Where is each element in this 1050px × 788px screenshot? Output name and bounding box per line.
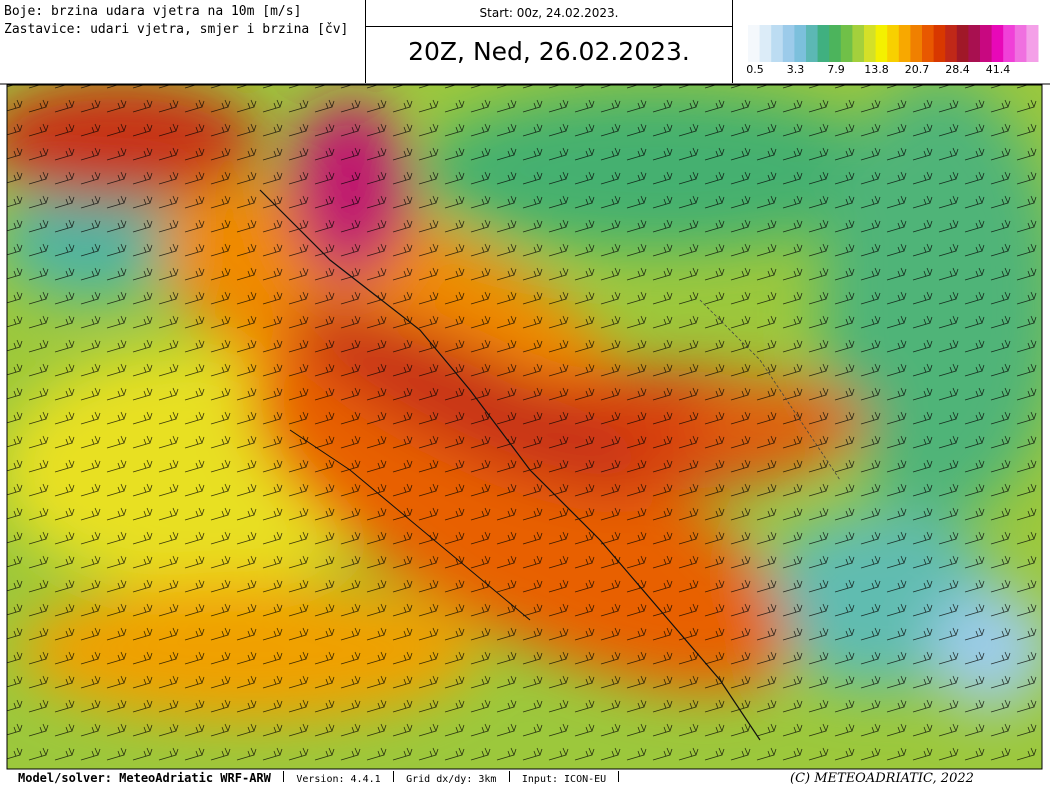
legend-colors: Boje: brzina udara vjetra na 10m [m/s] [4, 4, 302, 19]
footer-model: Model/solver: MeteoAdriatic WRF-ARW [18, 771, 271, 785]
copyright: (C) METEOADRIATIC, 2022 [790, 771, 974, 786]
colorbar-tick-label: 7.9 [827, 63, 845, 76]
colorbar-swatch [875, 25, 888, 62]
title-box: Start: 00z, 24.02.2023. 20Z, Ned, 26.02.… [365, 0, 733, 83]
colorbar-swatch [864, 25, 877, 62]
colorbar-swatch [933, 25, 946, 62]
colorbar-swatch [1014, 25, 1027, 62]
footer-grid: Grid dx/dy: 3km [406, 774, 497, 785]
footer-input: Input: ICON-EU [521, 774, 607, 785]
start-time: Start: 00z, 24.02.2023. [479, 6, 619, 20]
map [0, 83, 1050, 770]
separator [508, 771, 510, 782]
colorbar-swatch [991, 25, 1004, 62]
colorbar-swatch [922, 25, 935, 62]
colorbar-tick-label: 20.7 [905, 63, 930, 76]
wind-field [7, 85, 1042, 769]
colorbar-swatch [794, 25, 807, 62]
colorbar-swatch [817, 25, 830, 62]
colorbar-swatch [759, 25, 772, 62]
separator [283, 771, 285, 782]
colorbar-swatch [771, 25, 784, 62]
colorbar-swatch [852, 25, 865, 62]
colorbar: 0.5 3.3 7.9 13.8 20.7 28.4 41.4 [746, 25, 1039, 76]
colorbar-swatch [945, 25, 958, 62]
footer-version: Version: 4.4.1 [296, 774, 381, 785]
colorbar-swatch [1026, 25, 1039, 62]
colorbar-tick-label: 0.5 [746, 63, 764, 76]
separator [618, 771, 620, 782]
colorbar-swatch [782, 25, 795, 62]
colorbar-swatch [980, 25, 993, 62]
legend-text: Boje: brzina udara vjetra na 10m [m/s] Z… [4, 3, 348, 39]
colorbar-swatch [887, 25, 900, 62]
separator [392, 771, 394, 782]
colorbar-tick-label: 13.8 [864, 63, 889, 76]
colorbar-tick-label: 41.4 [986, 63, 1011, 76]
colorbar-swatch [806, 25, 819, 62]
colorbar-tick-label: 3.3 [787, 63, 805, 76]
colorbar-swatch [956, 25, 969, 62]
forecast-time: 20Z, Ned, 26.02.2023. [366, 26, 732, 66]
colorbar-swatch [910, 25, 923, 62]
colorbar-swatch [748, 25, 761, 62]
colorbar-swatch [968, 25, 981, 62]
footer: Model/solver: MeteoAdriatic WRF-ARW Vers… [18, 771, 624, 785]
colorbar-swatch [898, 25, 911, 62]
colorbar-swatch [1003, 25, 1016, 62]
colorbar-swatch [829, 25, 842, 62]
colorbar-swatch [840, 25, 853, 62]
legend-barbs: Zastavice: udari vjetra, smjer i brzina … [4, 22, 349, 37]
colorbar-tick-label: 28.4 [945, 63, 970, 76]
